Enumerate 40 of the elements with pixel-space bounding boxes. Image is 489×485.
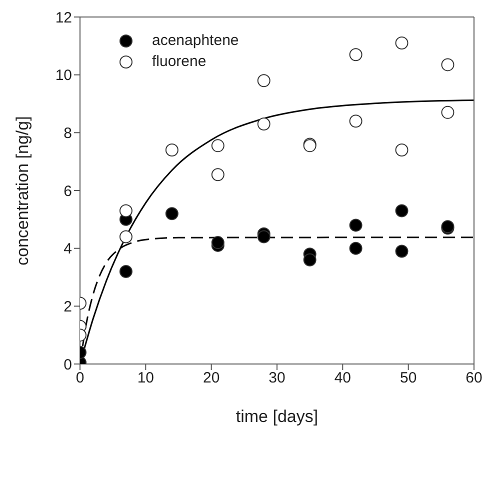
x-tick-label: 20 [202, 370, 220, 387]
point [395, 244, 408, 258]
y-tick-label: 6 [64, 182, 72, 200]
x-tick-label: 50 [400, 370, 417, 387]
point [119, 230, 132, 244]
x-tick-label: 30 [268, 370, 286, 387]
point [395, 204, 408, 218]
x-tick-label: 10 [137, 370, 154, 387]
point [211, 168, 224, 182]
point [119, 204, 132, 218]
y-tick-label: 2 [64, 298, 72, 316]
x-axis-title: time [days] [236, 407, 318, 426]
legend-label: acenaphtene [152, 32, 239, 49]
x-tick-label: 40 [334, 370, 352, 387]
x-tick-label: 0 [76, 370, 84, 387]
legend-label: fluorene [152, 53, 206, 70]
y-tick-label: 10 [55, 67, 72, 84]
point [349, 242, 362, 255]
point [211, 236, 224, 250]
point [257, 117, 270, 130]
y-tick-label: 8 [64, 124, 72, 142]
y-tick-label: 4 [64, 240, 72, 258]
y-axis-title: concentration [ng/g] [13, 116, 32, 266]
point [257, 74, 270, 88]
point [395, 36, 408, 50]
point [211, 139, 224, 152]
point [349, 114, 362, 128]
point [349, 218, 362, 232]
point [441, 58, 454, 72]
y-tick-label: 0 [64, 356, 72, 374]
point [119, 264, 132, 278]
x-tick-label: 60 [466, 370, 482, 387]
point [395, 144, 408, 157]
point [165, 207, 178, 220]
point [165, 144, 178, 157]
point [349, 48, 362, 62]
y-tick-label: 12 [55, 9, 72, 26]
point [303, 253, 316, 266]
point [257, 230, 270, 244]
point [441, 106, 454, 119]
